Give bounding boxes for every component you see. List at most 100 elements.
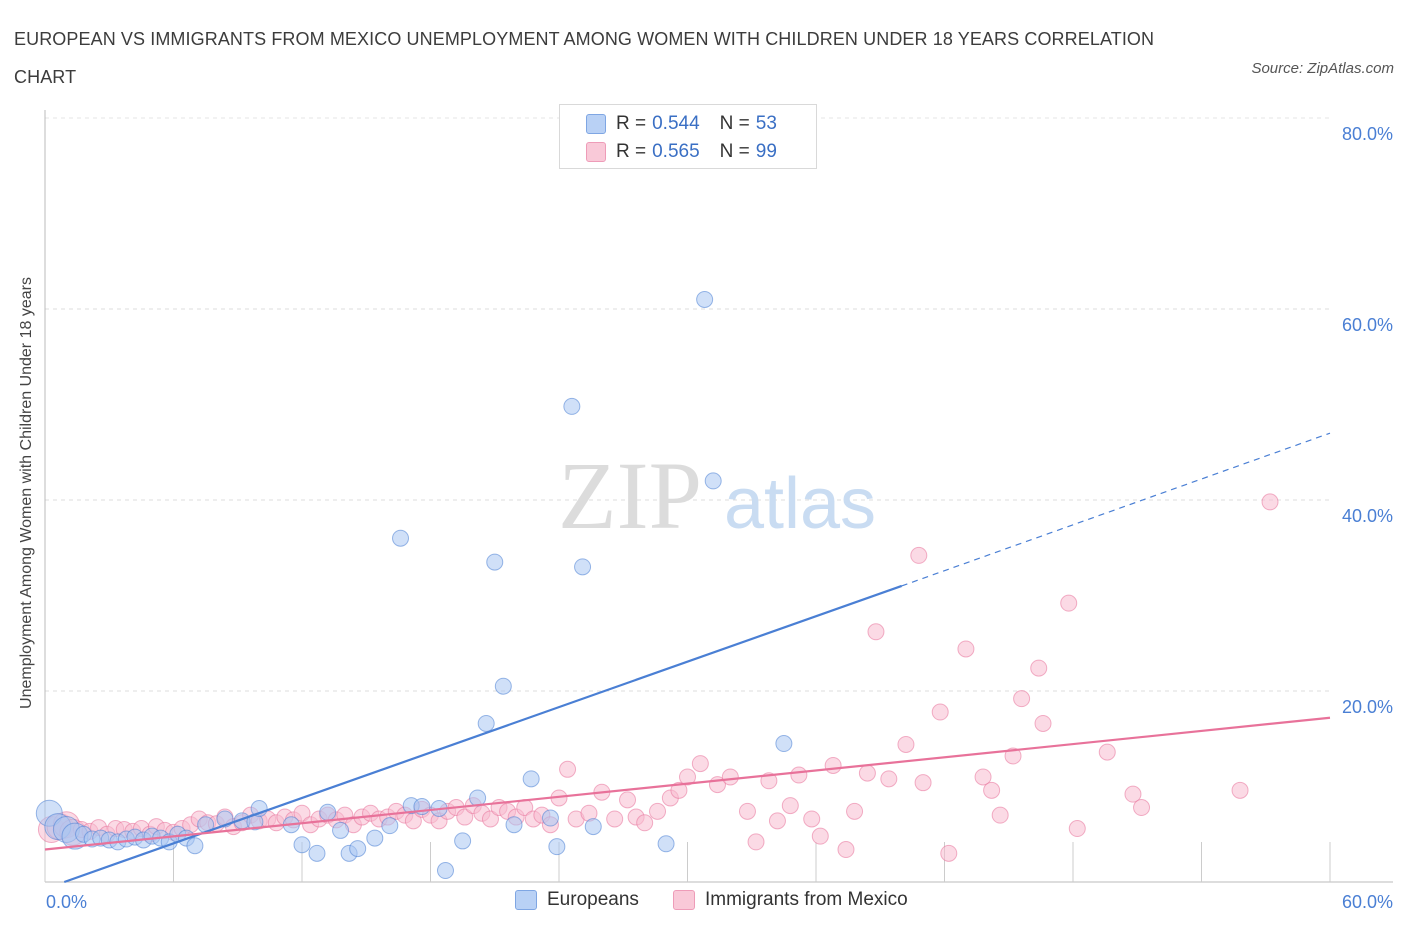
source-label: Source: ZipAtlas.com [1251, 60, 1394, 77]
watermark-zip: ZIP [558, 442, 702, 549]
data-point [837, 841, 855, 859]
legend-r-label: R = [616, 113, 647, 134]
data-point [974, 768, 992, 786]
chart-title: EUROPEAN VS IMMIGRANTS FROM MEXICO UNEMP… [14, 29, 1155, 87]
watermark: ZIP atlas [558, 442, 876, 549]
legend-swatch-mexico [673, 890, 695, 910]
data-point [293, 836, 311, 854]
data-point [940, 844, 958, 862]
legend-swatch-mexico [586, 142, 606, 162]
legend-item-europeans[interactable]: Europeans [515, 889, 639, 911]
data-point [811, 827, 829, 845]
data-point [349, 840, 367, 858]
data-point [1133, 799, 1151, 817]
data-point [319, 803, 337, 821]
legend-n-label: N = [719, 113, 750, 134]
data-point [880, 770, 898, 788]
data-point [541, 809, 559, 827]
axes [44, 110, 1393, 883]
data-point [957, 640, 975, 658]
data-point [1068, 820, 1086, 838]
trend-line-europeans [63, 584, 903, 884]
correlation-legend: R = 0.544 N = 53 R = 0.565 N = 99 [559, 104, 817, 169]
data-point [867, 623, 885, 641]
data-point [670, 781, 688, 799]
data-point [897, 735, 915, 753]
data-point [1231, 781, 1249, 799]
legend-swatch-europeans [515, 890, 537, 910]
data-point [636, 814, 654, 832]
data-point [747, 833, 765, 851]
x-tick-label: 0.0% [46, 892, 87, 912]
data-point [858, 764, 876, 782]
y-tick-label: 40.0% [1342, 506, 1393, 526]
data-point [803, 810, 821, 828]
watermark-atlas: atlas [724, 464, 876, 544]
data-point [456, 808, 474, 826]
trend-lines [44, 432, 1331, 884]
data-point [522, 770, 540, 788]
data-point [1013, 690, 1031, 708]
trend-line-mexico [44, 716, 1331, 851]
data-point [846, 802, 864, 820]
y-tick-label: 60.0% [1342, 315, 1393, 335]
data-point [366, 829, 384, 847]
data-point [704, 472, 722, 490]
data-point [696, 290, 714, 308]
data-point [186, 837, 204, 855]
data-point [606, 810, 624, 828]
legend-r-value: 0.565 [652, 141, 700, 162]
data-point [584, 818, 602, 836]
legend-n-value: 53 [755, 113, 777, 134]
series-mexico [37, 493, 1279, 862]
legend-swatch-europeans [586, 114, 606, 134]
legend-label-europeans: Europeans [547, 889, 639, 910]
data-point [775, 735, 793, 753]
data-point [1060, 594, 1078, 612]
data-point [1030, 659, 1048, 677]
legend-n-value: 99 [755, 141, 777, 162]
data-point [914, 774, 932, 792]
data-point [563, 397, 581, 415]
legend-label-mexico: Immigrants from Mexico [705, 889, 908, 910]
data-point [308, 844, 326, 862]
data-point [1098, 743, 1116, 761]
x-tick-label: 60.0% [1342, 892, 1393, 912]
data-point [619, 791, 637, 809]
data-point [931, 703, 949, 721]
data-point [991, 806, 1009, 824]
data-point [392, 529, 410, 547]
data-point [983, 781, 1001, 799]
data-point [454, 832, 472, 850]
data-point [657, 835, 675, 853]
data-point [481, 810, 499, 828]
data-point [679, 768, 696, 786]
data-point [332, 821, 350, 839]
data-point [790, 766, 808, 784]
data-point [293, 804, 311, 822]
data-point [781, 797, 799, 815]
legend-row-europeans: R = 0.544 N = 53 [586, 112, 777, 136]
data-point [436, 862, 454, 880]
legend-row-mexico: R = 0.565 N = 99 [586, 140, 777, 164]
data-point [381, 817, 399, 835]
series-legend: Europeans Immigrants from Mexico [0, 889, 1406, 915]
data-point [548, 838, 566, 856]
grid [45, 117, 1330, 692]
legend-item-mexico[interactable]: Immigrants from Mexico [673, 889, 908, 911]
data-point [691, 755, 709, 773]
y-tick-label: 20.0% [1342, 697, 1393, 717]
data-point [505, 816, 523, 834]
data-point [721, 768, 739, 786]
data-point [910, 546, 928, 564]
data-point [1034, 714, 1052, 732]
data-point [738, 802, 756, 820]
data-point [768, 812, 786, 830]
data-point [1004, 747, 1022, 765]
legend-n-label: N = [719, 141, 750, 162]
data-point [574, 558, 592, 576]
data-point [1124, 785, 1142, 803]
data-point [649, 802, 667, 820]
data-point [494, 677, 512, 695]
